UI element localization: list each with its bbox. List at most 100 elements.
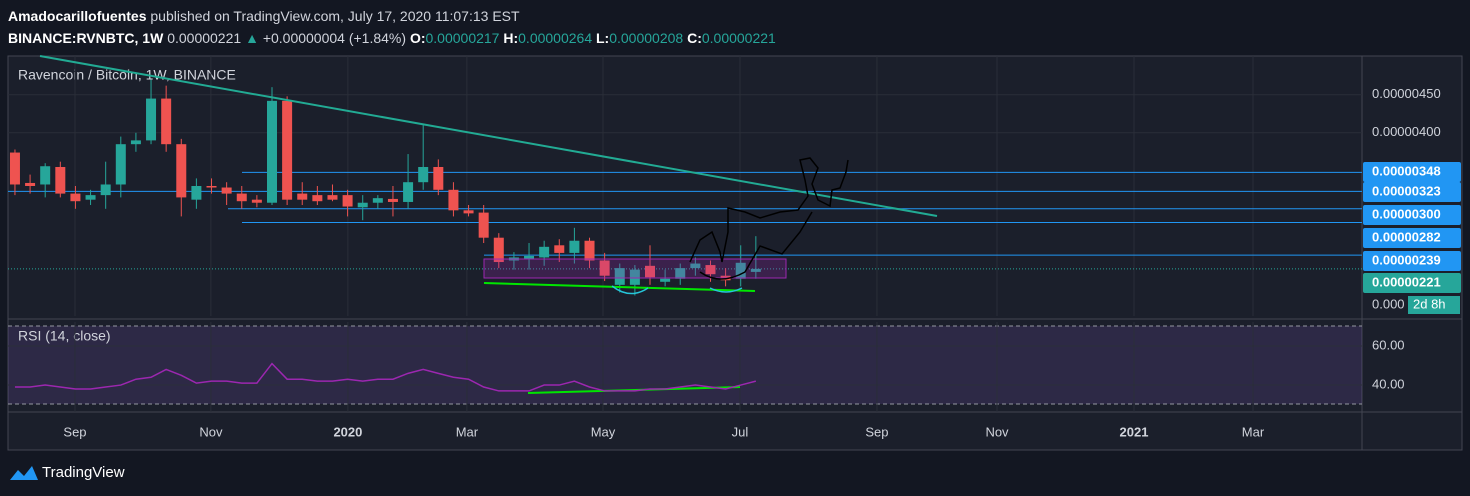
price-label-box bbox=[1363, 162, 1461, 182]
range-box bbox=[483, 258, 787, 279]
candle-body bbox=[735, 262, 746, 279]
candle-body bbox=[448, 189, 459, 211]
candle-body bbox=[130, 140, 141, 145]
rsi-tick-label: 40.00 bbox=[1372, 376, 1405, 391]
x-tick-label: Mar bbox=[456, 424, 479, 439]
candle-body bbox=[266, 100, 277, 203]
candle-body bbox=[629, 269, 640, 285]
l: 0.00000208 bbox=[609, 30, 684, 46]
x-tick-label: Sep bbox=[865, 424, 888, 439]
price-label-box bbox=[1363, 251, 1461, 271]
author: Amadocarillofuentes bbox=[8, 8, 147, 24]
brand: TradingView bbox=[42, 464, 125, 481]
h-label: H: bbox=[503, 30, 519, 46]
current-price-box bbox=[1363, 273, 1461, 293]
candle-body bbox=[25, 182, 36, 186]
candle-body bbox=[675, 268, 686, 279]
candle-body bbox=[206, 186, 217, 188]
x-tick-label: Jul bbox=[732, 424, 749, 439]
price-label-box bbox=[1363, 182, 1461, 202]
candle-body bbox=[539, 246, 550, 258]
candle-body bbox=[100, 184, 111, 196]
current-price-label: 0.00000221 bbox=[1372, 274, 1441, 289]
rsi-band bbox=[8, 326, 1362, 404]
candle-body bbox=[387, 198, 398, 202]
candle-body bbox=[478, 212, 489, 238]
candle-body bbox=[750, 268, 761, 272]
trendline bbox=[39, 55, 938, 217]
candle-body bbox=[40, 166, 51, 185]
o: 0.00000217 bbox=[425, 30, 500, 46]
price-label-box bbox=[1363, 205, 1461, 225]
x-tick-label: 2021 bbox=[1120, 424, 1149, 439]
chart-title: Ravencoin / Bitcoin, 1W, BINANCE bbox=[18, 67, 236, 83]
candle-body bbox=[554, 245, 565, 253]
candle-body bbox=[433, 166, 444, 190]
y-tick-label: 0.00000450 bbox=[1372, 86, 1441, 101]
candle-body bbox=[191, 186, 202, 200]
price-label-box bbox=[1363, 228, 1461, 248]
chart-frame bbox=[7, 55, 1463, 451]
arrow: ▲ bbox=[245, 30, 259, 46]
candle-body bbox=[327, 195, 338, 200]
candle-body bbox=[644, 265, 655, 278]
logo bbox=[10, 466, 38, 480]
candle-body bbox=[372, 198, 383, 203]
candle-body bbox=[85, 195, 96, 200]
candle-body bbox=[418, 166, 429, 183]
h: 0.00000264 bbox=[518, 30, 593, 46]
rsi-divergence-line bbox=[527, 386, 741, 394]
candle-body bbox=[221, 187, 232, 194]
y-tick-label: 0.00000400 bbox=[1372, 124, 1441, 139]
x-tick-label: 2020 bbox=[333, 424, 362, 439]
countdown: 2d 8h bbox=[1413, 296, 1446, 311]
candle-body bbox=[357, 202, 368, 208]
candle-body bbox=[584, 240, 595, 261]
change: +0.00000004 (+1.84%) bbox=[262, 30, 407, 46]
candle-body bbox=[176, 144, 187, 198]
o-label: O: bbox=[409, 30, 426, 46]
price-label: 0.00000239 bbox=[1372, 252, 1441, 267]
candle-body bbox=[146, 98, 157, 141]
candle-body bbox=[236, 193, 247, 202]
candle-body bbox=[599, 260, 610, 276]
candle-body bbox=[569, 240, 580, 253]
candle-body bbox=[403, 182, 414, 202]
hand-drawing bbox=[689, 157, 849, 263]
c-label: C: bbox=[687, 30, 702, 46]
candle-body bbox=[282, 100, 293, 200]
l-label: L: bbox=[596, 30, 610, 46]
price-label: 0.00000282 bbox=[1372, 229, 1441, 244]
candle-body bbox=[342, 195, 353, 207]
rsi-line bbox=[14, 362, 757, 392]
candle-body bbox=[614, 268, 625, 285]
candle-body bbox=[297, 193, 308, 200]
price-label: 0.00000348 bbox=[1372, 163, 1441, 178]
rsi-tick-label: 60.00 bbox=[1372, 337, 1405, 352]
x-tick-label: Nov bbox=[985, 424, 1009, 439]
hand-drawing bbox=[699, 211, 813, 280]
candle-body bbox=[115, 144, 126, 185]
candle-body bbox=[463, 210, 474, 214]
last: 0.00000221 bbox=[167, 30, 242, 46]
candle-body bbox=[161, 98, 172, 145]
candle-body bbox=[312, 195, 323, 202]
publish-line: Amadocarillofuentes published on Trading… bbox=[8, 8, 520, 24]
x-tick-label: Sep bbox=[63, 424, 86, 439]
symbol-line: BINANCE:RVNBTC, 1W 0.00000221 ▲ +0.00000… bbox=[8, 30, 776, 46]
candle-body bbox=[493, 237, 504, 263]
candle-body bbox=[508, 257, 519, 261]
candle-body bbox=[524, 255, 535, 259]
x-tick-label: May bbox=[591, 424, 616, 439]
x-tick-label: Nov bbox=[199, 424, 223, 439]
countdown-box bbox=[1408, 296, 1460, 314]
price-label: 0.00000323 bbox=[1372, 183, 1441, 198]
candle-body bbox=[55, 166, 66, 194]
support-line bbox=[483, 282, 756, 292]
c: 0.00000221 bbox=[701, 30, 776, 46]
rsi-title: RSI (14, close) bbox=[18, 328, 111, 344]
candle-body bbox=[251, 199, 262, 203]
candle-body bbox=[705, 265, 716, 275]
